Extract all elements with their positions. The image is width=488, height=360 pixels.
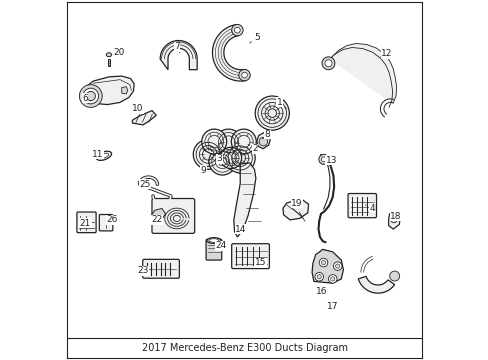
- Circle shape: [241, 72, 247, 78]
- Text: 13: 13: [325, 156, 336, 165]
- Circle shape: [321, 157, 325, 162]
- FancyBboxPatch shape: [99, 215, 113, 231]
- Ellipse shape: [208, 239, 219, 242]
- Text: 25: 25: [139, 180, 150, 189]
- Text: 21: 21: [80, 219, 91, 228]
- Circle shape: [321, 260, 325, 265]
- FancyBboxPatch shape: [205, 239, 221, 260]
- Text: 23: 23: [137, 266, 148, 275]
- Circle shape: [86, 91, 95, 101]
- Circle shape: [330, 277, 334, 281]
- Text: 2: 2: [247, 144, 258, 153]
- Text: 17: 17: [326, 302, 338, 311]
- Polygon shape: [329, 44, 396, 103]
- Circle shape: [79, 85, 102, 107]
- Text: 12: 12: [380, 49, 392, 58]
- Text: 2017 Mercedes-Benz E300 Ducts Diagram: 2017 Mercedes-Benz E300 Ducts Diagram: [141, 343, 347, 353]
- Circle shape: [389, 271, 399, 281]
- Text: 9: 9: [200, 166, 208, 175]
- Text: 20: 20: [113, 48, 124, 57]
- Circle shape: [231, 129, 256, 154]
- Circle shape: [389, 216, 397, 223]
- FancyBboxPatch shape: [77, 212, 96, 233]
- Circle shape: [193, 139, 223, 169]
- Polygon shape: [388, 212, 400, 229]
- Text: 11: 11: [92, 150, 103, 159]
- Text: 24: 24: [215, 241, 226, 250]
- Polygon shape: [83, 76, 134, 104]
- Text: 22: 22: [151, 215, 163, 224]
- Polygon shape: [233, 163, 255, 237]
- Circle shape: [255, 96, 289, 130]
- FancyBboxPatch shape: [152, 198, 194, 233]
- Text: 15: 15: [254, 258, 266, 267]
- Text: 26: 26: [106, 215, 118, 224]
- FancyBboxPatch shape: [231, 244, 269, 269]
- Circle shape: [234, 27, 240, 33]
- Text: 1: 1: [276, 98, 286, 109]
- Polygon shape: [256, 132, 269, 149]
- Circle shape: [259, 137, 267, 146]
- Circle shape: [322, 57, 334, 70]
- Polygon shape: [106, 53, 112, 57]
- Circle shape: [225, 143, 255, 173]
- Text: 5: 5: [249, 33, 259, 43]
- Polygon shape: [122, 87, 127, 94]
- Circle shape: [202, 129, 226, 154]
- Polygon shape: [358, 276, 394, 293]
- FancyBboxPatch shape: [347, 194, 376, 218]
- Ellipse shape: [99, 153, 108, 158]
- Circle shape: [83, 88, 99, 104]
- Polygon shape: [311, 249, 343, 283]
- Circle shape: [318, 154, 328, 165]
- Ellipse shape: [206, 238, 221, 243]
- Text: 8: 8: [262, 130, 269, 139]
- Circle shape: [208, 148, 236, 175]
- Circle shape: [335, 264, 339, 268]
- Circle shape: [220, 147, 241, 168]
- Circle shape: [328, 275, 336, 283]
- Polygon shape: [108, 59, 110, 66]
- Circle shape: [215, 129, 242, 156]
- Circle shape: [333, 262, 341, 270]
- Circle shape: [314, 273, 323, 281]
- Text: 4: 4: [365, 204, 374, 213]
- Polygon shape: [132, 111, 156, 125]
- Ellipse shape: [96, 151, 111, 161]
- Polygon shape: [160, 41, 197, 70]
- Text: 3: 3: [214, 154, 222, 163]
- FancyBboxPatch shape: [142, 259, 179, 278]
- Circle shape: [324, 60, 331, 67]
- Polygon shape: [151, 208, 165, 220]
- Text: 14: 14: [235, 225, 246, 234]
- Polygon shape: [283, 198, 308, 220]
- Polygon shape: [212, 24, 245, 81]
- Text: 16: 16: [316, 287, 327, 296]
- Text: 6: 6: [82, 94, 91, 103]
- Text: 7: 7: [174, 42, 180, 53]
- Circle shape: [316, 275, 321, 279]
- Text: 10: 10: [132, 104, 143, 113]
- Circle shape: [238, 69, 250, 81]
- Text: 18: 18: [389, 212, 401, 221]
- Circle shape: [319, 258, 327, 267]
- Text: 19: 19: [291, 199, 302, 208]
- Circle shape: [231, 24, 243, 36]
